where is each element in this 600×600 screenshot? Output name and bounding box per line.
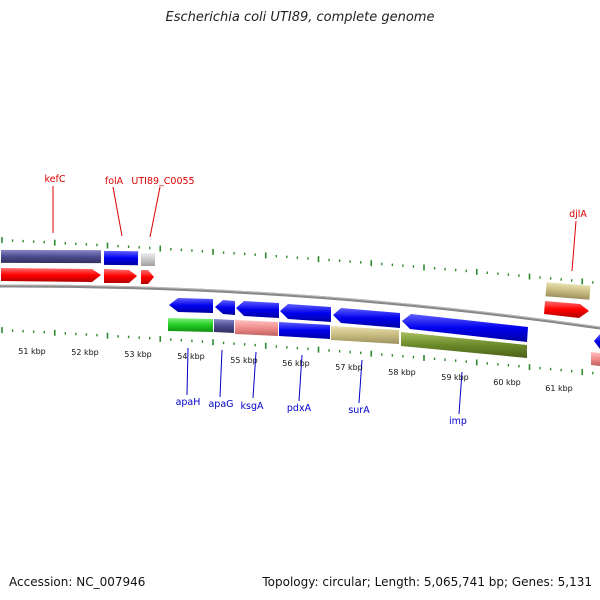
gene-label-djlA: djlA — [569, 209, 587, 220]
scale-label: 53 kbp — [124, 350, 152, 359]
gene-folA-cog — [103, 250, 139, 266]
gene-apaH-arrow — [169, 298, 213, 313]
reverse-label-leaders — [186, 347, 463, 415]
gene-pdxA-arrow — [280, 304, 331, 322]
gene-label-apaH: apaH — [176, 397, 201, 408]
gene-kefC-cog — [0, 249, 102, 264]
gene-label-kefC: kefC — [45, 174, 66, 185]
scale-label: 54 kbp — [177, 352, 205, 361]
gene-djlA-cog — [545, 282, 591, 300]
gene-label-surA: surA — [348, 405, 370, 416]
accession-text: Accession: NC_007946 — [9, 575, 146, 589]
gene-imp-cog — [401, 332, 527, 358]
gene-label-UTI89-C0055: UTI89_C0055 — [131, 176, 194, 187]
gene-next-cog — [591, 352, 600, 366]
gene-label-ksgA: ksgA — [241, 401, 264, 412]
scale-label: 57 kbp — [335, 363, 363, 372]
gene-apaG-arrow — [215, 300, 235, 315]
gene-kefC-arrow — [1, 268, 101, 282]
gene-ksgA-arrow — [236, 301, 279, 318]
forward-label-leaders — [52, 186, 577, 272]
genome-title: Escherichia coli UTI89, complete genome — [165, 10, 435, 25]
scale-labels: 51 kbp 52 kbp 53 kbp 54 kbp 55 kbp 56 kb… — [18, 347, 573, 393]
scale-label: 59 kbp — [441, 373, 469, 382]
scale-label: 55 kbp — [230, 356, 258, 365]
upper-tick-ring — [1, 237, 594, 285]
gene-label-apaG: apaG — [208, 399, 233, 410]
gene-apaG-cog — [214, 319, 234, 333]
genome-backbone — [0, 284, 600, 330]
gene-UTI89-C0055-arrow — [141, 270, 154, 284]
scale-label: 52 kbp — [71, 348, 99, 357]
forward-gene-track-outer — [0, 249, 591, 300]
gene-UTI89-C0055-cog — [141, 253, 155, 266]
scale-label: 61 kbp — [545, 384, 573, 393]
scale-label: 56 kbp — [282, 359, 310, 368]
gene-surA-arrow — [333, 308, 400, 328]
scale-label: 60 kbp — [493, 378, 521, 387]
gene-label-folA: folA — [105, 176, 124, 187]
gene-apaH-cog — [168, 318, 213, 332]
scale-label: 58 kbp — [388, 368, 416, 377]
reverse-gene-track-outer — [168, 318, 600, 366]
forward-gene-track-inner — [1, 268, 589, 318]
genome-stats-text: Topology: circular; Length: 5,065,741 bp… — [262, 575, 592, 589]
lower-tick-ring — [1, 327, 594, 376]
gene-label-pdxA: pdxA — [287, 403, 312, 414]
gene-pdxA-cog — [279, 322, 330, 339]
gene-djlA-arrow — [544, 301, 589, 318]
gene-surA-cog — [331, 326, 399, 344]
scale-label: 51 kbp — [18, 347, 46, 356]
gene-ksgA-cog — [235, 320, 278, 336]
gene-next-arrow — [594, 334, 600, 349]
gene-folA-arrow — [104, 269, 137, 283]
gene-label-imp: imp — [449, 416, 467, 427]
gene-imp-arrow — [402, 314, 528, 342]
reverse-gene-track-inner — [169, 298, 600, 349]
